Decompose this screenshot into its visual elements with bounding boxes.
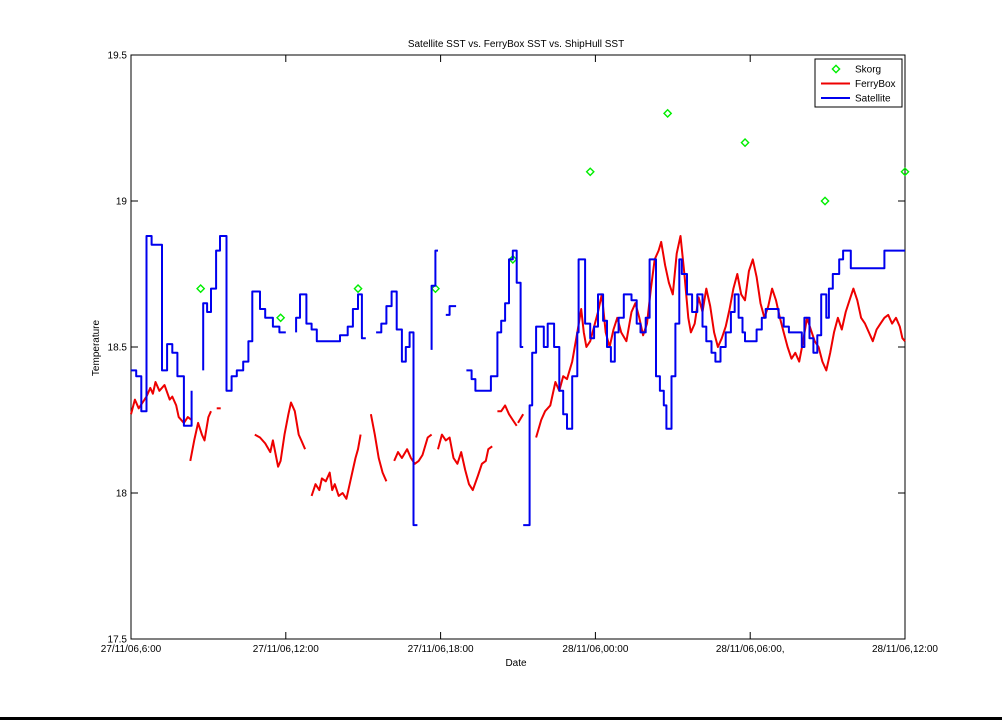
window-bottom-border (0, 717, 1002, 720)
satellite-line-segment (466, 249, 524, 392)
x-tick-label: 28/11/06,00:00 (562, 644, 628, 655)
legend-skorg-label: Skorg (855, 65, 881, 76)
skorg-marker (508, 254, 518, 264)
ferrybox-line-segment (437, 433, 493, 492)
y-tick-label: 18.5 (108, 343, 128, 354)
ferrybox-line-segment (369, 414, 388, 482)
satellite-line-segment (376, 290, 418, 527)
legend-satellite-label: Satellite (855, 94, 891, 105)
skorg-marker (585, 167, 595, 177)
satellite-line-segment (202, 235, 286, 392)
satellite-line-segment (445, 305, 457, 316)
ferrybox-line-segment (497, 404, 518, 427)
skorg-marker (740, 138, 750, 148)
skorg-marker (900, 167, 910, 177)
ferrybox-line-segment (535, 235, 906, 438)
y-tick-label: 19.5 (108, 51, 128, 62)
skorg-marker (353, 284, 363, 294)
x-tick-label: 27/11/06,6:00 (101, 644, 162, 655)
x-axis-label: Date (505, 658, 527, 669)
skorg-marker (430, 284, 441, 294)
x-tick-label: 28/11/06,12:00 (872, 644, 938, 655)
x-tick-label: 27/11/06,18:00 (408, 644, 474, 655)
skorg-marker (820, 196, 830, 206)
chart-title: Satellite SST vs. FerryBox SST vs. ShipH… (408, 39, 624, 50)
y-tick-label: 18 (116, 489, 128, 500)
skorg-marker (663, 108, 673, 118)
axes-box (130, 54, 906, 640)
legend-skorg-marker (831, 64, 841, 74)
legend-ferrybox-label: FerryBox (855, 79, 896, 90)
y-tick-label: 17.5 (108, 635, 128, 646)
ferrybox-line-segment (189, 410, 212, 462)
skorg-marker (276, 313, 286, 323)
satellite-line-segment (523, 249, 905, 527)
satellite-line-segment (295, 293, 366, 343)
skorg-marker (196, 284, 206, 294)
x-tick-label: 27/11/06,12:00 (253, 644, 319, 655)
x-tick-label: 28/11/06,06:00, (716, 644, 785, 655)
y-axis-label: Temperature (91, 319, 102, 376)
ferrybox-line-segment (254, 401, 307, 468)
y-tick-label: 19 (116, 197, 128, 208)
ferrybox-line-segment (310, 434, 362, 500)
satellite-line-segment (131, 235, 193, 427)
satellite-line-segment (430, 249, 438, 350)
ferrybox-line-segment (517, 413, 525, 424)
plot-area: 17.5 18 18.5 19 19.5 27/11/06,6:00 27/11/06,12… (101, 51, 939, 656)
